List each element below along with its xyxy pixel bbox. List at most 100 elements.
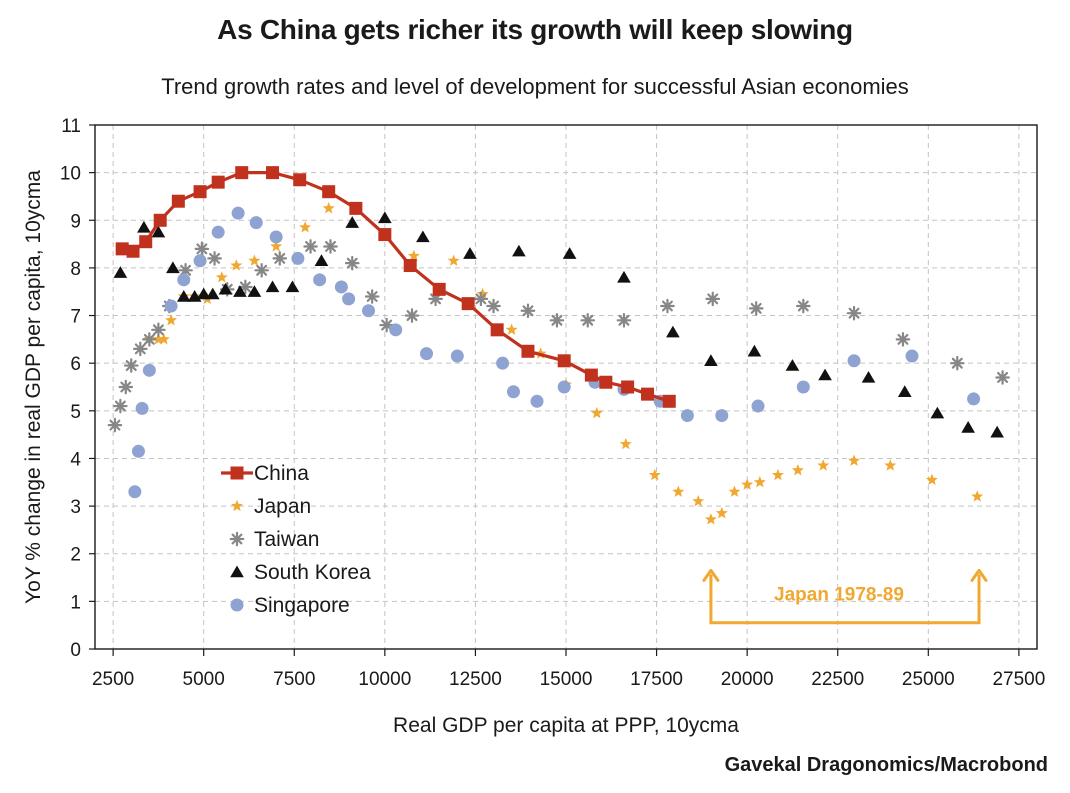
annotation-arrow: [970, 568, 988, 582]
singapore-point: [334, 280, 348, 294]
south-korea-point: [151, 225, 166, 238]
china-point: [490, 323, 504, 337]
legend-japan-label: Japan: [254, 495, 311, 518]
taiwan-point: [194, 241, 210, 257]
taiwan-point: [796, 298, 811, 314]
south-korea-point: [666, 325, 680, 338]
japan-point: [771, 468, 784, 481]
y-tick-label: 9: [70, 211, 81, 232]
singapore-point: [177, 273, 191, 287]
taiwan-point: [142, 332, 157, 347]
taiwan-point: [520, 303, 536, 319]
china-point: [235, 166, 249, 180]
y-tick-label: 2: [70, 545, 81, 566]
plot-frame: [94, 124, 1038, 650]
south-korea-point: [861, 370, 876, 383]
japan-point: [704, 513, 717, 525]
axes: 2500 5000 7500 10000 12500 15000 17500 20000 225…: [60, 116, 1045, 690]
china-point: [115, 242, 129, 256]
y-tick-label: 11: [61, 116, 81, 137]
south-korea-point: [166, 261, 180, 274]
south-korea-point: [785, 359, 800, 371]
china-line: [121, 171, 670, 403]
singapore-point: [291, 251, 305, 265]
singapore-point: [211, 225, 225, 239]
singapore-point: [231, 206, 245, 220]
japan-point: [230, 259, 243, 271]
south-korea-point: [930, 406, 945, 419]
japan-point: [270, 240, 283, 252]
singapore-point: [342, 292, 356, 306]
south-korea-point: [196, 287, 211, 300]
japan-point: [648, 468, 661, 481]
japan-point: [299, 221, 312, 233]
japan-point: [728, 485, 741, 497]
x-tick-label: 27500: [992, 669, 1045, 690]
taiwan-point: [303, 239, 318, 254]
singapore-point: [751, 399, 765, 413]
china-point: [266, 166, 280, 180]
south-korea-point: [137, 220, 151, 233]
singapore-point: [905, 349, 919, 363]
singapore-point: [131, 444, 145, 458]
x-tick-label: 17500: [630, 669, 683, 690]
south-korea-point: [285, 280, 300, 293]
china-point: [403, 259, 417, 273]
china-point: [322, 185, 336, 199]
china-point: [557, 354, 571, 368]
taiwan-point: [404, 308, 420, 323]
south-korea-point: [990, 425, 1004, 438]
chart-title: As China gets richer its growth will kee…: [217, 14, 853, 45]
taiwan-point: [748, 301, 764, 316]
south-korea-point: [218, 282, 233, 295]
taiwan-point: [949, 355, 965, 371]
china-point: [662, 394, 676, 408]
legend-taiwan-label: Taiwan: [254, 528, 319, 551]
taiwan-point: [323, 239, 338, 254]
x-tick-label: 7500: [273, 669, 315, 690]
japan-point: [476, 287, 489, 300]
singapore-point: [128, 485, 142, 499]
taiwan-point: [549, 313, 565, 328]
china-point: [432, 282, 446, 296]
y-tick-label: 3: [70, 497, 81, 518]
x-tick-label: 5000: [183, 669, 225, 690]
china-point: [349, 201, 363, 215]
china-point: [378, 228, 392, 242]
china-point: [584, 368, 598, 382]
china-point: [171, 194, 185, 208]
japan-point: [715, 506, 728, 519]
singapore-point: [796, 380, 810, 394]
china-point: [126, 244, 140, 258]
x-tick-label: 20000: [721, 669, 774, 690]
annotation-arrow: [702, 568, 720, 582]
japan-point: [152, 333, 165, 345]
china-point: [211, 175, 225, 189]
x-tick-label: 2500: [92, 669, 134, 690]
annotation-label: Japan 1978-89: [774, 585, 904, 606]
south-korea-point: [562, 247, 577, 259]
x-tick-label: 10000: [358, 669, 411, 690]
y-tick-label: 5: [70, 402, 81, 423]
legend-south-korea-marker: [230, 565, 244, 578]
taiwan-point: [486, 298, 501, 314]
china-point: [641, 387, 655, 401]
taiwan-point: [428, 291, 443, 307]
x-tick-label: 12500: [449, 669, 502, 690]
singapore-point: [847, 354, 861, 368]
taiwan-point: [364, 289, 380, 304]
japan-point: [248, 254, 261, 266]
singapore-point: [362, 304, 376, 318]
data-series: [107, 166, 1010, 525]
south-korea-point: [463, 247, 477, 259]
china-point: [521, 344, 535, 358]
legend-japan-marker: [231, 499, 243, 512]
y-axis-label: YoY % change in real GDP per capita, 10y…: [22, 170, 45, 604]
legend-taiwan-marker: [229, 531, 245, 547]
south-korea-point: [233, 285, 247, 297]
singapore-point: [680, 409, 694, 423]
source-credit: Gavekal Dragonomics/Macrobond: [724, 754, 1048, 776]
china-point: [153, 213, 167, 227]
x-tick-label: 22500: [811, 669, 864, 690]
